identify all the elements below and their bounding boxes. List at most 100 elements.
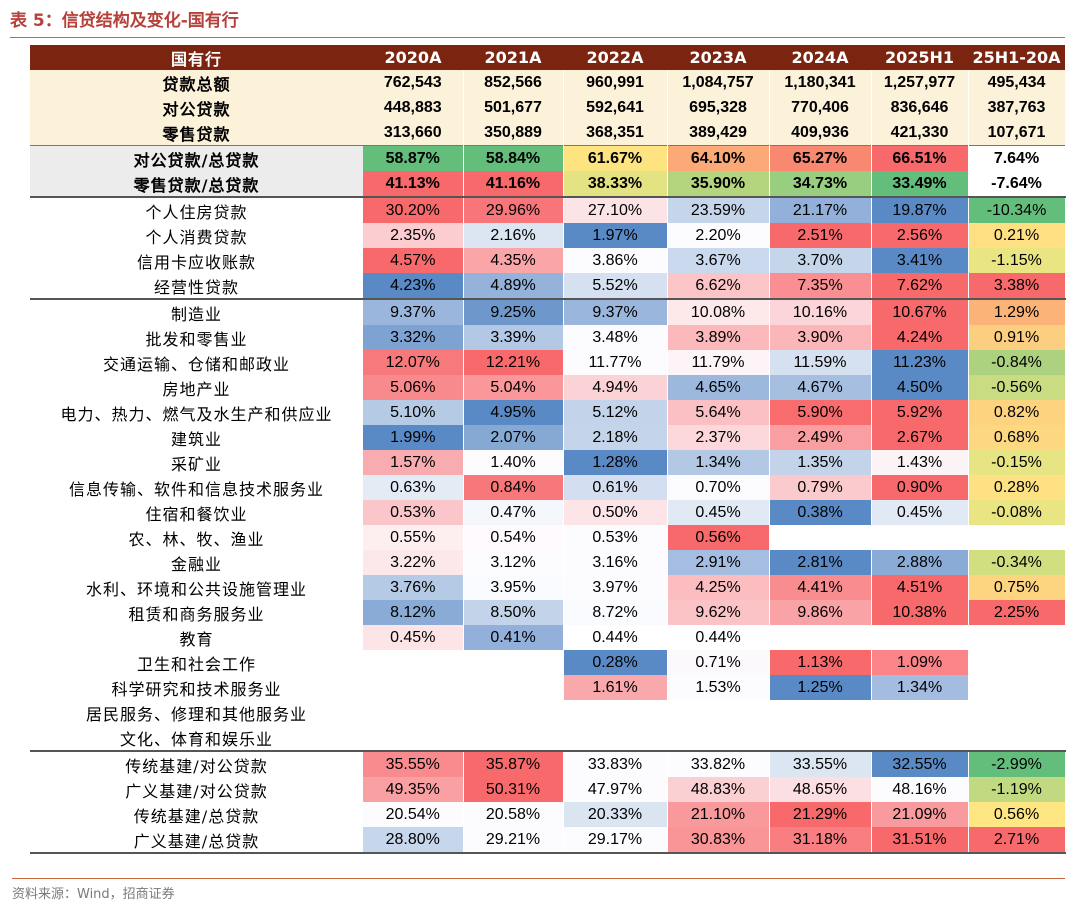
- table-cell: 1,180,341: [769, 70, 872, 95]
- table-cell: 4.24%: [871, 325, 969, 350]
- table-row: 对公贷款/总贷款 58.87% 58.84% 61.67% 64.10% 65.27% 66…: [30, 145, 1066, 171]
- table-cell: 0.45%: [363, 625, 464, 650]
- row-label: 批发和零售业: [145, 329, 248, 349]
- table-cell: 1,084,757: [667, 70, 770, 95]
- table-cell: 0.50%: [563, 500, 668, 525]
- row-label: 传统基建/总贷款: [133, 806, 260, 826]
- table-cell: 2.16%: [463, 223, 564, 248]
- table-cell: 3.16%: [563, 550, 668, 575]
- table-cell: 0.63%: [363, 475, 464, 500]
- row-label: 个人住房贷款: [30, 196, 363, 223]
- table-cell: 762,543: [363, 70, 464, 95]
- table-cell: 0.28%: [563, 650, 668, 675]
- header-cell: 2024A: [769, 45, 871, 70]
- table-cell: 0.84%: [463, 475, 564, 500]
- table-cell: -1.15%: [968, 248, 1066, 273]
- table-cell: 5.52%: [563, 273, 668, 299]
- table-cell: 1.28%: [563, 450, 668, 475]
- table-cell: -0.84%: [968, 350, 1066, 375]
- table-cell: 3.22%: [363, 550, 464, 575]
- table-cell: 8.50%: [463, 600, 564, 625]
- table-cell: 1.09%: [871, 650, 969, 675]
- table-cell: 4.89%: [463, 273, 564, 299]
- table-row: 传统基建/对公贷款 35.55% 35.87% 33.83% 33.82% 33.55% 3…: [30, 750, 1066, 777]
- table-cell: 10.08%: [667, 298, 770, 325]
- table-cell: 2.18%: [563, 425, 668, 450]
- table-cell: 0.71%: [667, 650, 770, 675]
- table-cell: 409,936: [769, 120, 872, 146]
- row-label: 租赁和商务服务业: [128, 604, 265, 624]
- table-cell: 3.97%: [563, 575, 668, 600]
- table-cell: 7.62%: [871, 273, 969, 299]
- row-label: 传统基建/对公贷款: [30, 750, 363, 777]
- table-cell: 1,257,977: [871, 70, 969, 95]
- table-cell: 0.56%: [667, 525, 770, 550]
- table-cell: 11.23%: [871, 350, 969, 375]
- table-cell: 3.86%: [563, 248, 668, 273]
- table-row: 个人消费贷款 2.35% 2.16% 1.97% 2.20% 2.51% 2.56% 0.21…: [30, 223, 1066, 248]
- table-cell: 10.67%: [871, 298, 969, 325]
- table-cell: 41.13%: [363, 171, 464, 197]
- table-cell: 0.56%: [968, 802, 1066, 827]
- table-cell: 2.71%: [968, 827, 1066, 854]
- table-row: 采矿业 1.57% 1.40% 1.28% 1.34% 1.35% 1.43% -0.15%: [30, 450, 1066, 475]
- table-cell: 9.37%: [363, 298, 464, 325]
- table-cell: 2.49%: [769, 425, 872, 450]
- table-cell: [769, 625, 872, 650]
- row-label: 制造业: [30, 298, 363, 325]
- table-cell: [968, 700, 1066, 725]
- title-rule: [10, 37, 1065, 38]
- row-label: 农、林、牧、渔业: [128, 529, 265, 549]
- table-row: 贷款总额 762,543 852,566 960,991 1,084,757 1,180,…: [30, 70, 1066, 95]
- table-cell: 5.04%: [463, 375, 564, 400]
- table-cell: [363, 700, 464, 725]
- table-cell: 1.97%: [563, 223, 668, 248]
- table-row: 个人住房贷款 30.20% 29.96% 27.10% 23.59% 21.17% 19.8…: [30, 196, 1066, 223]
- table-cell: 2.20%: [667, 223, 770, 248]
- table-cell: 0.44%: [667, 625, 770, 650]
- table-cell: 10.16%: [769, 298, 872, 325]
- table-cell: 29.96%: [463, 196, 564, 223]
- table-cell: 0.61%: [563, 475, 668, 500]
- table-cell: [563, 700, 668, 725]
- table-cell: 4.25%: [667, 575, 770, 600]
- table-cell: 0.90%: [871, 475, 969, 500]
- table-cell: 10.38%: [871, 600, 969, 625]
- table-row: 租赁和商务服务业 8.12% 8.50% 8.72% 9.62% 9.86% 10.38% 2…: [30, 600, 1066, 625]
- header-cell: 2020A: [363, 45, 463, 70]
- table-cell: 1.40%: [463, 450, 564, 475]
- table-cell: 11.77%: [563, 350, 668, 375]
- table-row: 信息传输、软件和信息技术服务业 0.63% 0.84% 0.61% 0.70% 0.79%…: [30, 475, 1066, 500]
- table-cell: [463, 675, 564, 700]
- table-cell: 20.58%: [463, 802, 564, 827]
- table-cell: 58.84%: [463, 145, 564, 171]
- table-cell: 0.79%: [769, 475, 872, 500]
- table-cell: 3.95%: [463, 575, 564, 600]
- table-cell: 5.12%: [563, 400, 668, 425]
- row-label: 个人消费贷款: [145, 227, 248, 247]
- table-row: 教育 0.45% 0.41% 0.44% 0.44%: [30, 625, 1066, 650]
- table-cell: 4.94%: [563, 375, 668, 400]
- table-cell: 2.37%: [667, 425, 770, 450]
- row-label: 采矿业: [170, 454, 222, 474]
- table-cell: [871, 700, 969, 725]
- table-cell: 2.35%: [363, 223, 464, 248]
- table-row: 建筑业 1.99% 2.07% 2.18% 2.37% 2.49% 2.67% 0.68%: [30, 425, 1066, 450]
- table-cell: 0.54%: [463, 525, 564, 550]
- row-label: 贷款总额: [162, 74, 231, 94]
- table-cell: 5.64%: [667, 400, 770, 425]
- table-cell: 4.23%: [363, 273, 464, 299]
- header-cell: 2022A: [563, 45, 667, 70]
- table-cell: 4.67%: [769, 375, 872, 400]
- table-cell: 960,991: [563, 70, 668, 95]
- table-cell: 19.87%: [871, 196, 969, 223]
- table-cell: 33.83%: [563, 750, 668, 777]
- table-cell: 0.44%: [563, 625, 668, 650]
- table-cell: 313,660: [363, 120, 464, 146]
- table-cell: 3.48%: [563, 325, 668, 350]
- table-cell: 0.45%: [871, 500, 969, 525]
- table-cell: 3.12%: [463, 550, 564, 575]
- table-cell: 9.37%: [563, 298, 668, 325]
- table-cell: -7.64%: [968, 171, 1066, 197]
- table-cell: 836,646: [871, 95, 969, 120]
